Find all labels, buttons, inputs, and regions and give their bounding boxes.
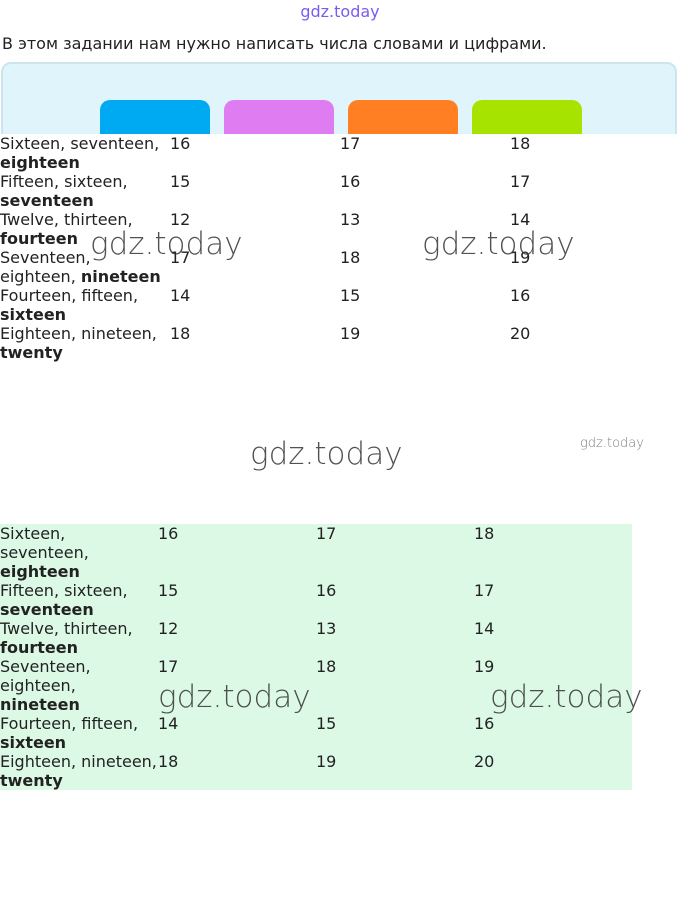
cell-bold: seventeen	[0, 600, 94, 619]
cell: 18	[316, 657, 337, 676]
cell: Fifteen, sixteen, seventeen	[0, 172, 170, 210]
cell: Sixteen, seventeen, eighteen	[0, 134, 170, 172]
cell-bold: fourteen	[0, 638, 78, 657]
cell: 14	[510, 210, 531, 229]
cell: Eighteen, nineteen, twenty	[0, 752, 158, 790]
cell: 17	[510, 172, 531, 191]
cell-text: Sixteen, seventeen,	[0, 134, 160, 153]
cell-text: Sixteen, seventeen,	[0, 524, 89, 562]
cell: 15	[316, 714, 337, 733]
watermark: gdz.today	[490, 679, 643, 715]
cell-text: Fourteen, fifteen,	[0, 286, 139, 305]
cell: 18	[158, 752, 179, 771]
cell-bold: sixteen	[0, 733, 67, 752]
cell: 12	[170, 210, 191, 229]
cell: Twelve, thirteen, fourteen	[0, 619, 158, 657]
cell: 20	[474, 752, 495, 771]
cell-bold: sixteen	[0, 305, 67, 324]
table: Sixteen, seventeen, eighteen 16 17 18 Fiftee…	[0, 134, 680, 362]
intro-text: В этом задании нам нужно написать числа …	[2, 34, 547, 53]
cell-text: Fifteen, sixteen,	[0, 581, 128, 600]
cell-text: Twelve, thirteen,	[0, 619, 133, 638]
cell-text: Seventeen, eighteen,	[0, 657, 91, 695]
cell: Fourteen, fifteen, sixteen	[0, 714, 158, 752]
cell: Sixteen, seventeen, eighteen	[0, 524, 158, 581]
cell: 12	[158, 619, 179, 638]
cell-text: Eighteen, nineteen,	[0, 752, 157, 771]
cell: 15	[170, 172, 191, 191]
table: Sixteen, seventeen, eighteen 16 17 18 Fiftee…	[0, 524, 632, 790]
cell-bold: seventeen	[0, 191, 94, 210]
cell: 18	[170, 324, 191, 343]
cell-bold: fourteen	[0, 229, 78, 248]
cell: 18	[510, 134, 531, 153]
cell: 15	[340, 286, 361, 305]
cell-bold: eighteen	[0, 153, 80, 172]
cell-bold: nineteen	[80, 267, 161, 286]
cell: 18	[340, 248, 361, 267]
watermark: gdz.today	[90, 226, 243, 262]
cell: 18	[474, 524, 495, 543]
cell-bold: eighteen	[0, 562, 80, 581]
cell: 19	[316, 752, 337, 771]
cell: 17	[170, 248, 191, 267]
cell: Fourteen, fifteen, sixteen	[0, 286, 170, 324]
cell: 17	[158, 657, 179, 676]
cell: 13	[340, 210, 361, 229]
cell-bold: twenty	[0, 771, 63, 790]
cell-bold: nineteen	[0, 695, 80, 714]
cell: 17	[316, 524, 337, 543]
cell-text: Fourteen, fifteen,	[0, 714, 139, 733]
cell: 19	[474, 657, 495, 676]
cell: 15	[158, 581, 179, 600]
cell: 16	[170, 134, 191, 153]
cell: 20	[510, 324, 531, 343]
cell: 13	[316, 619, 337, 638]
cell: Seventeen, eighteen, nineteen	[0, 248, 170, 286]
cell: 19	[340, 324, 361, 343]
cell-text: Eighteen, nineteen,	[0, 324, 157, 343]
cell: 14	[170, 286, 191, 305]
cell: 16	[316, 581, 337, 600]
cell: Seventeen, eighteen, nineteen	[0, 657, 158, 714]
cell: 19	[510, 248, 531, 267]
cell: 16	[474, 714, 495, 733]
watermark: gdz.today	[422, 226, 575, 262]
cell-text: Seventeen, eighteen,	[0, 248, 91, 286]
cell-bold: twenty	[0, 343, 63, 362]
watermark: gdz.today	[158, 679, 311, 715]
cell: 17	[474, 581, 495, 600]
cell: Fifteen, sixteen, seventeen	[0, 581, 158, 619]
cell: 17	[340, 134, 361, 153]
cell: 16	[510, 286, 531, 305]
site-watermark: gdz.today	[300, 2, 380, 21]
cell: 14	[474, 619, 495, 638]
cell: 16	[158, 524, 179, 543]
cell: 14	[158, 714, 179, 733]
cell-text: Fifteen, sixteen,	[0, 172, 128, 191]
watermark: gdz.today	[250, 436, 403, 472]
cell: Eighteen, nineteen, twenty	[0, 324, 170, 362]
cell: 16	[340, 172, 361, 191]
cell-text: Twelve, thirteen,	[0, 210, 133, 229]
cell: Twelve, thirteen, fourteen	[0, 210, 170, 248]
watermark: gdz.today	[580, 436, 644, 451]
